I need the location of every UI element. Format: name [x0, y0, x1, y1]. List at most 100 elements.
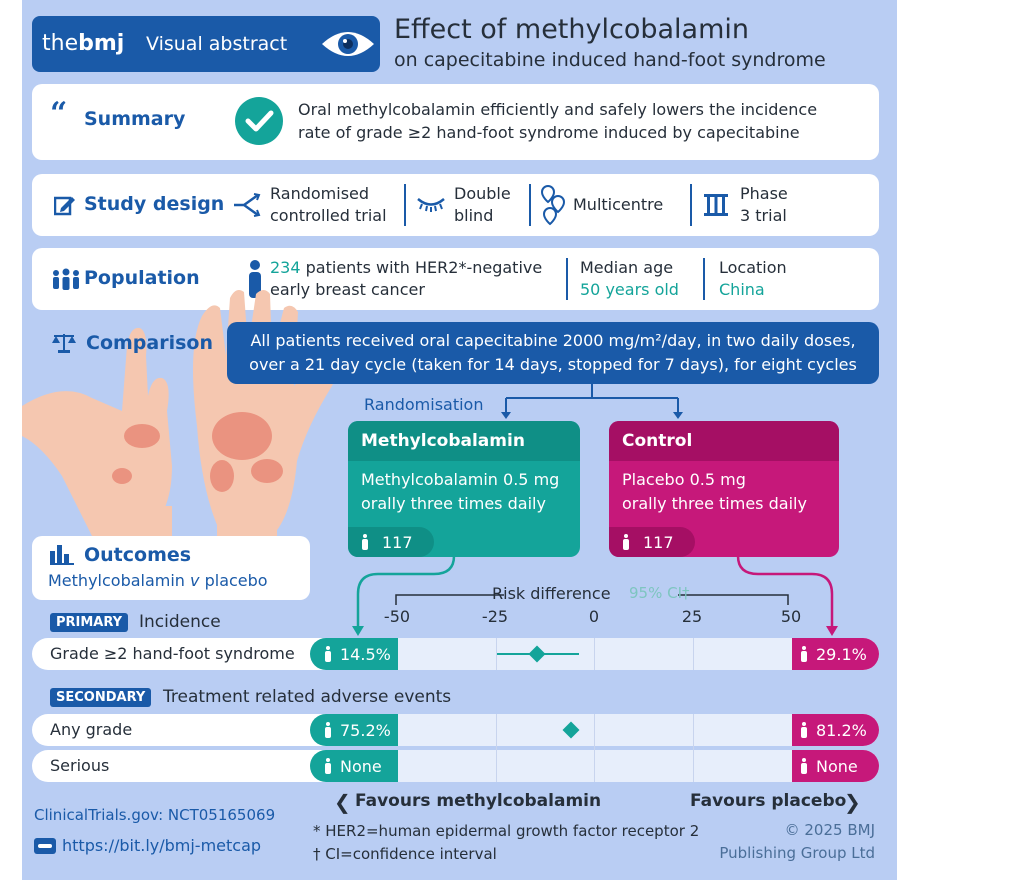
primary-badge: PRIMARY — [50, 613, 129, 632]
logo-bmj: bmj — [78, 31, 125, 56]
control-arm-line-1: Placebo 0.5 mg — [622, 470, 746, 489]
population-card: Population 234 patients with HER2*-negat… — [32, 248, 879, 310]
control-arm-title: Control — [622, 431, 693, 451]
control-arm: Control Placebo 0.5 mg orally three time… — [609, 421, 839, 557]
population-count: 234 — [270, 258, 301, 277]
plot-area-serious — [398, 750, 792, 782]
tick-label: 25 — [681, 607, 703, 626]
quote-icon: “ — [50, 96, 68, 131]
design-phase-line-1: Phase — [740, 184, 788, 203]
closed-eyes-icon — [416, 196, 446, 216]
person-icon — [324, 722, 332, 738]
control-value-pill: 81.2% — [792, 714, 879, 746]
summary-line-1: Oral methylcobalamin efficiently and saf… — [298, 100, 818, 119]
methyl-value: None — [340, 756, 382, 776]
population-desc-1: patients with HER2*-negative — [300, 258, 543, 277]
methyl-value-pill: 75.2% — [310, 714, 398, 746]
design-rct-line-2: controlled trial — [270, 206, 387, 225]
bmj-logo: thebmj — [42, 31, 124, 56]
short-link[interactable]: https://bit.ly/bmj-metcap — [62, 836, 262, 855]
methyl-value-pill: 14.5% — [310, 638, 398, 670]
person-icon — [248, 260, 262, 302]
outcomes-sub-a: Methylcobalamin — [48, 571, 191, 590]
methyl-n: 117 — [382, 533, 413, 552]
tick-label: -50 — [383, 607, 411, 626]
control-value: None — [816, 756, 858, 776]
trial-registration: ClinicalTrials.gov: NCT05165069 — [34, 806, 276, 824]
scales-icon — [50, 332, 78, 358]
axis-title: Risk difference — [492, 584, 611, 603]
map-pins-icon — [540, 184, 566, 230]
methyl-value: 14.5% — [340, 644, 391, 664]
methyl-arm-line-1: Methylcobalamin 0.5 mg — [361, 470, 560, 489]
pencil-icon — [53, 194, 76, 220]
copyright-line-1: © 2025 BMJ — [784, 821, 875, 839]
median-age-value: 50 years old — [580, 280, 679, 299]
chevron-left-icon: ❮ — [334, 790, 351, 814]
tick-label: 50 — [780, 607, 802, 626]
median-age-label: Median age — [580, 258, 674, 277]
control-arm-header — [609, 421, 839, 461]
comparison-line-1: All patients received oral capecitabine … — [250, 331, 856, 350]
secondary-badge: SECONDARY — [50, 688, 152, 707]
methyl-arm-header — [348, 421, 580, 461]
footnote-ci: † CI=confidence interval — [313, 845, 497, 863]
comparison-line-2: over a 21 day cycle (taken for 14 days, … — [249, 355, 857, 374]
link-icon — [34, 838, 56, 858]
gridline — [693, 638, 694, 670]
control-n: 117 — [643, 533, 674, 552]
check-icon — [234, 96, 284, 150]
population-desc-2: early breast cancer — [270, 280, 425, 299]
favours-left: Favours methylcobalamin — [355, 791, 602, 811]
person-icon — [622, 533, 638, 552]
tick-label: -25 — [481, 607, 509, 626]
control-value: 29.1% — [816, 644, 867, 664]
methyl-value: 75.2% — [340, 720, 391, 740]
design-blind-line-2: blind — [454, 206, 494, 225]
page-title: Effect of methylcobalamin — [394, 14, 749, 45]
eye-icon — [320, 28, 376, 64]
population-label: Population — [84, 267, 200, 289]
location-label: Location — [719, 258, 787, 277]
design-rct-line-1: Randomised — [270, 184, 370, 203]
methylcobalamin-arm: Methylcobalamin Methylcobalamin 0.5 mg o… — [348, 421, 580, 557]
summary-label: Summary — [84, 108, 186, 130]
footnote-her2: * HER2=human epidermal growth factor rec… — [313, 822, 700, 840]
gridline — [496, 714, 497, 782]
secondary-title: Treatment related adverse events — [163, 687, 452, 707]
ci-label: 95% CI† — [629, 584, 690, 602]
outcomes-subtitle: Methylcobalamin v placebo — [48, 571, 268, 590]
gridline — [693, 714, 694, 782]
control-arm-line-2: orally three times daily — [622, 494, 807, 513]
location-value: China — [719, 280, 765, 299]
roman-three-icon — [704, 194, 728, 220]
design-blind-line-1: Double — [454, 184, 511, 203]
methyl-value-pill: None — [310, 750, 398, 782]
divider — [703, 258, 705, 300]
arm-connectors — [352, 556, 838, 636]
tick-label: 0 — [588, 607, 600, 626]
summary-card: “ Summary Oral methylcobalamin efficient… — [32, 84, 879, 160]
study-design-label: Study design — [84, 193, 225, 215]
row-label-any-grade: Any grade — [50, 720, 133, 739]
chevron-right-icon: ❯ — [844, 790, 861, 814]
methyl-arm-title: Methylcobalamin — [361, 431, 525, 451]
axis-bracket — [395, 594, 789, 605]
divider — [566, 258, 568, 300]
people-icon — [52, 268, 80, 294]
person-icon — [800, 646, 808, 662]
page-subtitle: on capecitabine induced hand-foot syndro… — [394, 49, 826, 71]
plot-area-primary — [398, 638, 792, 670]
divider — [690, 184, 692, 226]
visual-abstract: thebmj Visual abstract Effect of methylc… — [22, 0, 897, 880]
badge-label: Visual abstract — [146, 33, 288, 55]
study-design-card: Study design Randomised controlled trial… — [32, 174, 879, 236]
copyright-line-2: Publishing Group Ltd — [719, 844, 875, 862]
design-multicentre: Multicentre — [573, 195, 664, 214]
divider — [529, 184, 531, 226]
methyl-arm-line-2: orally three times daily — [361, 494, 546, 513]
outcomes-sub-v: v — [190, 571, 200, 590]
comparison-box: All patients received oral capecitabine … — [227, 322, 879, 384]
population-line-1: 234 patients with HER2*-negative — [270, 257, 542, 279]
outcomes-card: Outcomes Methylcobalamin v placebo — [32, 536, 310, 600]
